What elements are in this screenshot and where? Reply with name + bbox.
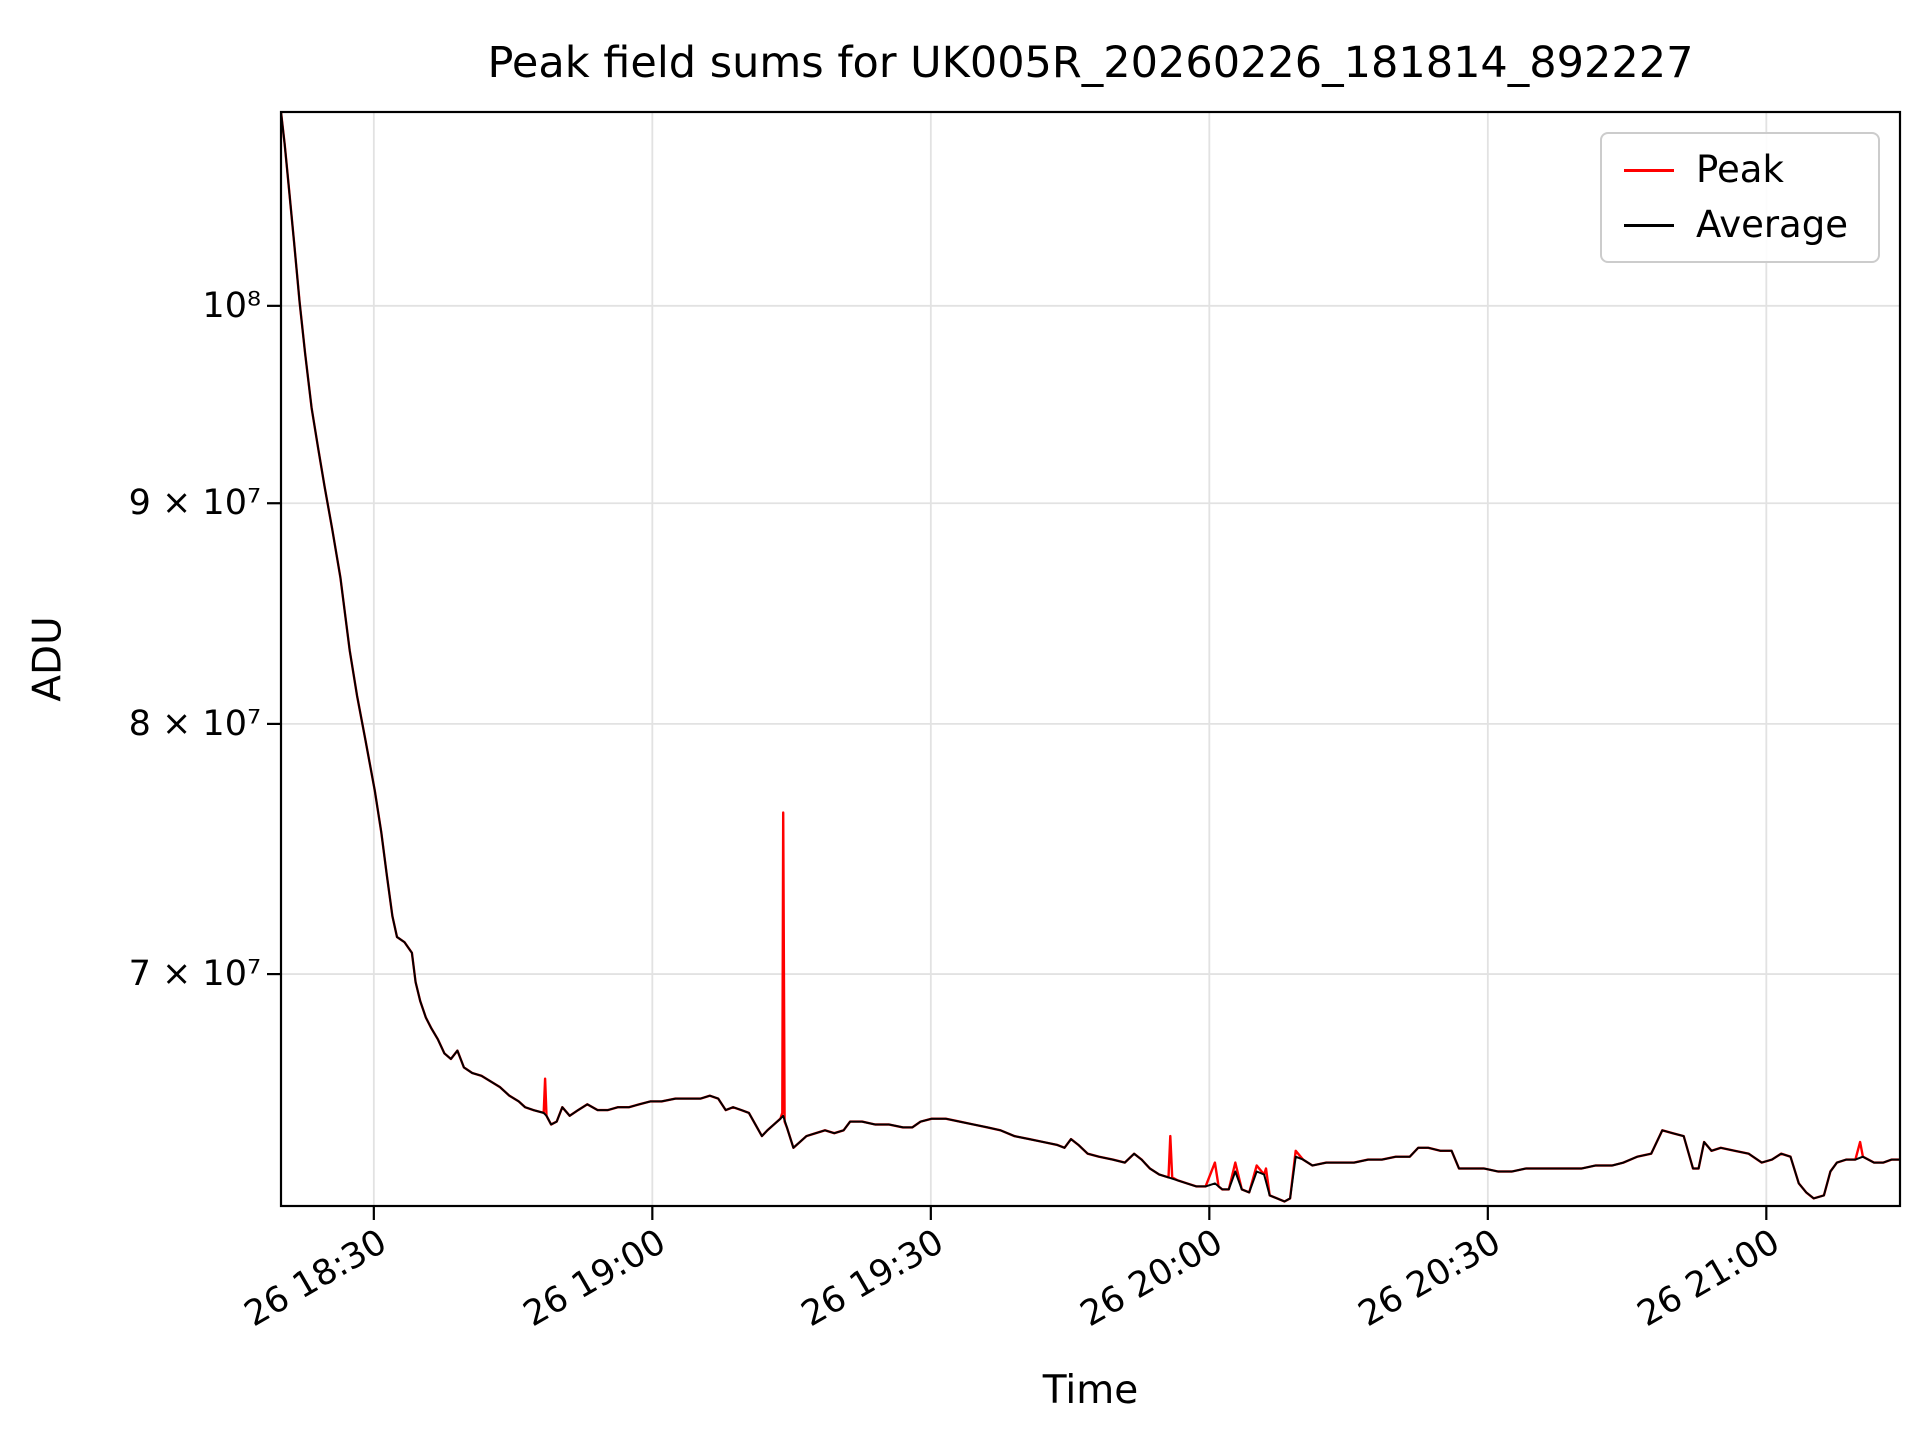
x-axis-label: Time — [1042, 1368, 1139, 1413]
series-line-average — [281, 112, 1900, 1203]
chart-title: Peak field sums for UK005R_20260226_1818… — [487, 38, 1694, 88]
y-tick-label: 7 × 10⁷ — [128, 954, 261, 995]
y-tick-label: 10⁸ — [202, 285, 261, 326]
y-tick-label: 9 × 10⁷ — [128, 483, 261, 524]
legend-line-sample — [1624, 168, 1675, 172]
legend: Peak Average — [1600, 132, 1880, 264]
plot-border — [279, 110, 1902, 1208]
legend-entry-average: Average — [1624, 202, 1848, 246]
y-tick-label: 8 × 10⁷ — [128, 703, 261, 744]
legend-label: Average — [1696, 202, 1848, 246]
series-line-peak — [281, 112, 1900, 1203]
legend-line-sample — [1624, 223, 1675, 227]
legend-entry-peak: Peak — [1624, 148, 1848, 191]
legend-label: Peak — [1696, 148, 1784, 191]
